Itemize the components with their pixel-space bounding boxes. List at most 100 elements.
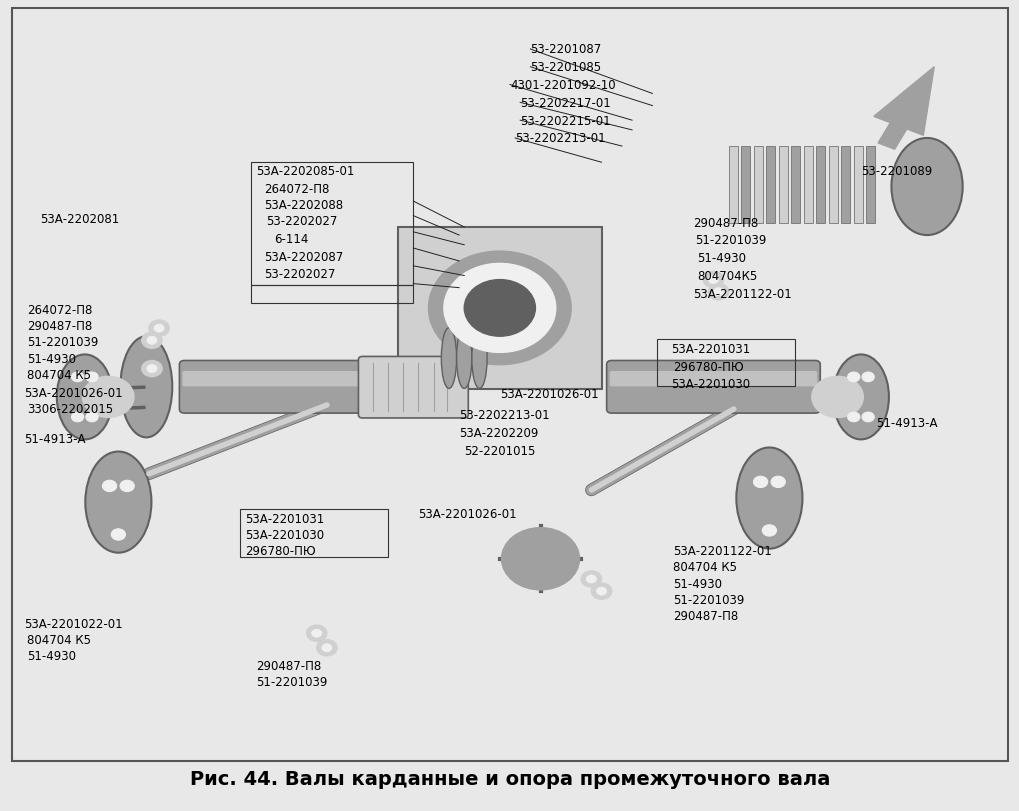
Ellipse shape [120, 337, 172, 438]
FancyBboxPatch shape [182, 371, 369, 387]
Circle shape [142, 333, 162, 349]
Circle shape [811, 377, 862, 418]
Bar [240, 509, 387, 557]
Ellipse shape [472, 328, 487, 389]
Text: 53-2202213-01: 53-2202213-01 [459, 409, 549, 422]
Text: 53А-2201122-01: 53А-2201122-01 [673, 544, 770, 557]
Circle shape [71, 413, 84, 423]
Text: 264072-П8: 264072-П8 [26, 303, 92, 316]
Circle shape [317, 640, 336, 656]
Bar [791, 147, 800, 224]
FancyBboxPatch shape [179, 361, 372, 414]
Text: 53-2201087: 53-2201087 [530, 44, 601, 57]
Bar [728, 147, 737, 224]
Circle shape [591, 583, 611, 599]
Text: 51-4930: 51-4930 [26, 352, 75, 365]
Text: 51-4930: 51-4930 [26, 650, 75, 663]
Text: 51-4930: 51-4930 [696, 252, 746, 265]
Circle shape [142, 361, 162, 377]
Text: 53А-2201122-01: 53А-2201122-01 [693, 287, 791, 300]
Circle shape [147, 365, 157, 373]
Text: 53А-2202088: 53А-2202088 [264, 199, 342, 212]
Ellipse shape [457, 328, 472, 389]
Circle shape [71, 372, 84, 382]
Text: 804704 К5: 804704 К5 [673, 560, 736, 573]
Circle shape [702, 272, 722, 288]
Circle shape [102, 481, 116, 492]
Circle shape [847, 413, 859, 423]
Bar [803, 147, 812, 224]
Circle shape [753, 477, 767, 488]
Text: 53А-2201030: 53А-2201030 [671, 378, 749, 391]
FancyBboxPatch shape [358, 357, 468, 418]
Text: 53А-2202085-01: 53А-2202085-01 [256, 165, 354, 178]
Text: 51-4930: 51-4930 [673, 577, 721, 590]
Text: 804704К5: 804704К5 [696, 270, 757, 283]
Bar [397, 228, 601, 389]
Circle shape [861, 372, 873, 382]
Text: 296780-ПЮ: 296780-ПЮ [673, 360, 743, 373]
Circle shape [147, 337, 157, 345]
FancyBboxPatch shape [609, 371, 816, 387]
Text: 51-2201039: 51-2201039 [695, 234, 765, 247]
Text: 53А-2202087: 53А-2202087 [264, 251, 342, 264]
Circle shape [428, 252, 571, 365]
Text: 51-4913-А: 51-4913-А [875, 417, 936, 430]
FancyArrow shape [873, 67, 933, 150]
Bar [815, 147, 824, 224]
Bar [657, 339, 794, 386]
Ellipse shape [57, 355, 113, 440]
Text: 4301-2201092-10: 4301-2201092-10 [510, 79, 615, 92]
Circle shape [111, 529, 125, 540]
Text: 51-2201039: 51-2201039 [26, 336, 98, 349]
Text: 53А-2201026-01: 53А-2201026-01 [499, 388, 598, 401]
Text: 290487-П8: 290487-П8 [256, 659, 321, 672]
Bar [251, 163, 413, 286]
FancyBboxPatch shape [606, 361, 819, 414]
Text: 53-2202217-01: 53-2202217-01 [520, 97, 610, 109]
Circle shape [86, 372, 98, 382]
Text: 53А-2202081: 53А-2202081 [40, 213, 119, 226]
Text: 804704 К5: 804704 К5 [26, 368, 91, 381]
Circle shape [464, 281, 535, 337]
Text: 804704 К5: 804704 К5 [26, 633, 91, 646]
Text: 53-2202215-01: 53-2202215-01 [520, 114, 610, 127]
Bar [841, 147, 850, 224]
Text: 53А-2201031: 53А-2201031 [671, 342, 749, 355]
Text: 290487-П8: 290487-П8 [673, 609, 738, 622]
Circle shape [861, 413, 873, 423]
Text: 53А-2202209: 53А-2202209 [459, 427, 538, 440]
Text: 53-2201089: 53-2201089 [860, 165, 931, 178]
Circle shape [581, 571, 601, 587]
Text: 51-2201039: 51-2201039 [673, 593, 744, 606]
Text: 53-2202027: 53-2202027 [264, 268, 335, 281]
Text: 51-4913-А: 51-4913-А [23, 433, 86, 446]
Circle shape [83, 377, 133, 418]
Bar [765, 147, 774, 224]
Text: 53А-2201031: 53А-2201031 [246, 513, 324, 526]
Text: 53-2202213-01: 53-2202213-01 [515, 132, 605, 145]
Text: Рис. 44. Валы карданные и опора промежуточного вала: Рис. 44. Валы карданные и опора промежут… [190, 770, 829, 788]
Bar [853, 147, 862, 224]
Text: 51-2201039: 51-2201039 [256, 676, 327, 689]
Ellipse shape [736, 448, 802, 549]
Text: 53А-2201030: 53А-2201030 [246, 528, 324, 541]
Circle shape [443, 264, 555, 353]
Circle shape [712, 288, 722, 296]
Text: 52-2201015: 52-2201015 [464, 444, 535, 457]
Circle shape [761, 525, 775, 536]
Ellipse shape [833, 355, 888, 440]
Circle shape [770, 477, 785, 488]
Bar [741, 147, 750, 224]
Ellipse shape [891, 139, 962, 236]
Text: 290487-П8: 290487-П8 [693, 217, 757, 230]
Bar [777, 147, 787, 224]
Bar [827, 147, 837, 224]
Text: 6-114: 6-114 [274, 233, 308, 246]
Circle shape [707, 285, 728, 300]
Text: 53А-2201026-01: 53А-2201026-01 [418, 508, 517, 521]
Ellipse shape [441, 328, 457, 389]
Circle shape [501, 528, 579, 590]
Text: 264072-П8: 264072-П8 [264, 182, 329, 195]
Circle shape [307, 625, 326, 642]
